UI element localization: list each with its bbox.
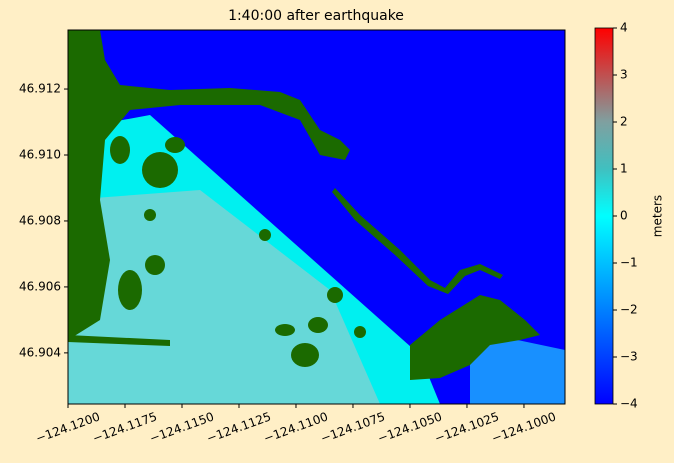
colorbar-tick-label: 2 — [620, 115, 628, 129]
x-tick-label: −124.1150 — [148, 409, 216, 445]
x-tick-label: −124.1075 — [319, 409, 387, 445]
x-tick-label: −124.1025 — [433, 409, 501, 445]
colorbar-tick-label: 3 — [620, 68, 628, 82]
colorbar-tick-label: −2 — [620, 303, 638, 317]
y-tick-label: 46.904 — [19, 345, 61, 359]
y-tick-label: 46.910 — [19, 147, 61, 161]
x-tick-label: −124.1175 — [91, 409, 159, 445]
y-tick-label: 46.906 — [19, 279, 61, 293]
colorbar — [594, 27, 614, 405]
x-tick-label: −124.1000 — [490, 409, 558, 445]
colorbar-tick-label: 4 — [620, 21, 628, 35]
colorbar-tick-label: −1 — [620, 256, 638, 270]
colorbar-tick-label: 0 — [620, 209, 628, 223]
y-tick-label: 46.912 — [19, 82, 61, 96]
plot-frame — [67, 29, 566, 405]
map-image — [68, 30, 565, 404]
chart-title: 1:40:00 after earthquake — [228, 8, 404, 24]
y-tick-label: 46.908 — [19, 213, 61, 227]
colorbar-tick-label: 1 — [620, 162, 628, 176]
colorbar-label: meters — [651, 195, 665, 237]
x-tick-label: −124.1050 — [376, 409, 444, 445]
colorbar-tick-label: −4 — [620, 397, 638, 411]
x-tick-label: −124.1125 — [205, 409, 273, 445]
x-tick-label: −124.1100 — [262, 409, 330, 445]
x-tick-label: −124.1200 — [34, 409, 102, 445]
colorbar-tick-label: −3 — [620, 350, 638, 364]
